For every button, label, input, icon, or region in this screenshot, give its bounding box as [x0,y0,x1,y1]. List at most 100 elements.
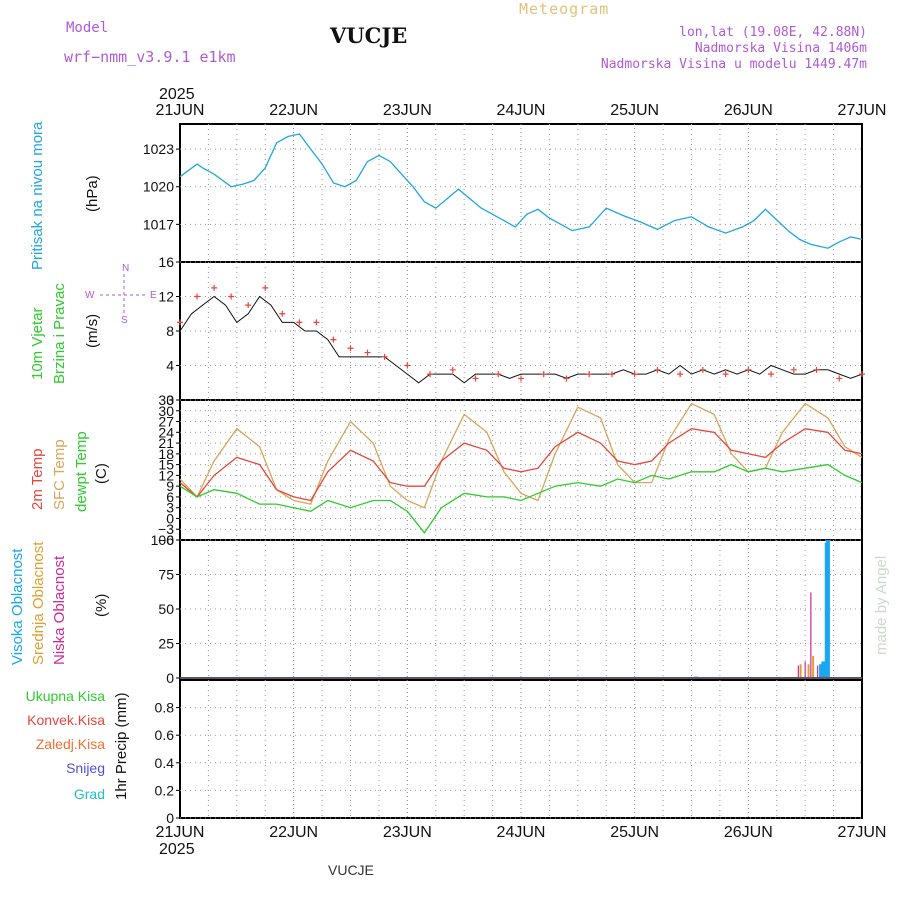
wind-label-line1: 10m Vjetar [29,307,46,380]
model-name: wrf−nmm_v3.9.1 e1km [64,48,236,66]
wind-gust-mark [245,302,252,309]
x-tick-label-top: 26JUN [724,102,773,119]
wind-gust-mark [768,371,775,378]
y-tick-label: 21 [158,435,174,451]
wind-gust-mark [699,366,706,373]
wind-gust-mark [381,353,388,360]
year-label-top: 2025 [159,86,195,103]
wind-gust-mark [563,375,570,382]
cloud-bar [799,664,802,677]
precip-frz-label: Zaledj.Kisa [36,736,105,752]
y-tick-label: 100 [151,532,175,548]
wind-gust-mark [813,366,820,373]
cloud-low-label: Niska Oblacnost [51,555,68,665]
footer-station: VUCJE [328,862,374,878]
x-tick-label-top: 27JUN [838,102,887,119]
y-tick-label: 0.2 [155,782,175,798]
y-tick-label: 4 [166,358,174,374]
y-tick-label: 1020 [143,179,174,195]
y-tick-label: 0.6 [155,727,175,743]
y-tick-label: 9 [166,478,174,494]
compass-s: S [121,315,128,326]
panel-grids [176,124,862,819]
wind-gust-mark [631,371,638,378]
temp-2m-label: 2m Temp [29,449,46,510]
wind-gust-mark [330,336,337,343]
cloud-bar [804,661,806,677]
cloud-mid-label: Srednja Oblacnost [30,541,47,665]
wind-gust-mark [745,366,752,373]
compass-n: N [122,263,129,274]
precip-hail-label: Grad [74,786,105,802]
y-tick-label: 50 [158,601,174,617]
cloud-bar [797,665,799,677]
y-tick-label: 27 [158,414,174,430]
y-tick-label: 1023 [143,141,174,157]
y-tick-label: 0 [166,510,174,526]
wind-gust-mark [677,371,684,378]
wind-gust-mark [722,371,729,378]
wind-gust-mark [177,319,183,326]
y-tick-label: 30 [158,403,174,419]
wind-gust-mark [313,319,320,326]
compass-rose: N W E S [85,263,157,326]
wind-speed-line [179,295,863,384]
precip-unit: 1hr Precip (mm) [113,692,130,800]
meteogram-label: Meteogram [519,0,610,18]
wind-gust-mark [211,284,218,291]
model-label: Model [66,20,109,36]
x-tick-label-bottom: 26JUN [724,824,773,841]
altitude-text: Nadmorska Visina 1406m [694,41,867,56]
cloud-bar [817,665,819,677]
y-tick-label: 1017 [143,216,174,232]
wind-gust-mark [540,371,547,378]
pressure-label: Pritisak na nivou mora [29,121,46,270]
y-tick-label: 0.4 [155,755,175,771]
x-tick-label-top: 25JUN [610,102,659,119]
x-tick-label-bottom: 27JUN [838,824,887,841]
x-tick-label-bottom: 22JUN [269,824,318,841]
wind-gust-mark [427,371,434,378]
cloud-bar [821,661,826,677]
x-tick-label-bottom: 21JUN [156,824,205,841]
cloud-bar [807,664,810,677]
y-tick-label: 33 [158,392,174,408]
y-tick-label: 12 [158,467,174,483]
y-tick-label: 24 [158,424,174,440]
y-tick-label: 6 [166,489,174,505]
y-tick-label: 8 [166,323,174,339]
wind-gust-mark [790,366,797,373]
y-tick-label: 16 [158,254,174,270]
x-tick-label-bottom: 24JUN [497,824,546,841]
y-tick-label: −3 [158,521,174,537]
y-tick-label: 0.8 [155,700,175,716]
wind-gust-mark [654,366,661,373]
wind-gust-mark [194,293,201,300]
x-tick-label-bottom: 25JUN [610,824,659,841]
pressure-series-line [179,133,863,249]
y-tick-label: 18 [158,446,174,462]
wind-gust-mark [836,375,843,382]
cloud-unit: (%) [93,594,110,617]
y-tick-label: 0 [166,392,174,408]
cloud-bar [825,540,830,677]
x-tick-labels: 21JUN 21JUN 22JUN 22JUN 23JUN 23JUN 24JUN 24JUN… [156,102,887,841]
compass-w: W [85,290,95,301]
cloud-bar [812,655,815,677]
cloud-bar [810,592,812,677]
y-tick-label: 15 [158,457,174,473]
wind-gust-mark [608,371,615,378]
x-tick-label-top: 23JUN [383,102,432,119]
lonlat-text: lon,lat (19.08E, 42.88N) [679,25,867,40]
y-tick-label: 0 [166,810,174,826]
wind-gust-mark [518,375,524,382]
wind-gust-mark [495,371,502,378]
y-tick-label: 3 [166,500,174,516]
precip-total-label: Ukupna Kisa [26,688,106,704]
temp-unit: (C) [93,463,110,484]
year-label-bottom: 2025 [159,841,195,858]
wind-gust-mark [262,284,269,291]
wind-unit: (m/s) [84,314,101,348]
y-tick-label: 75 [158,567,174,583]
y-tick-label: 12 [158,289,174,305]
